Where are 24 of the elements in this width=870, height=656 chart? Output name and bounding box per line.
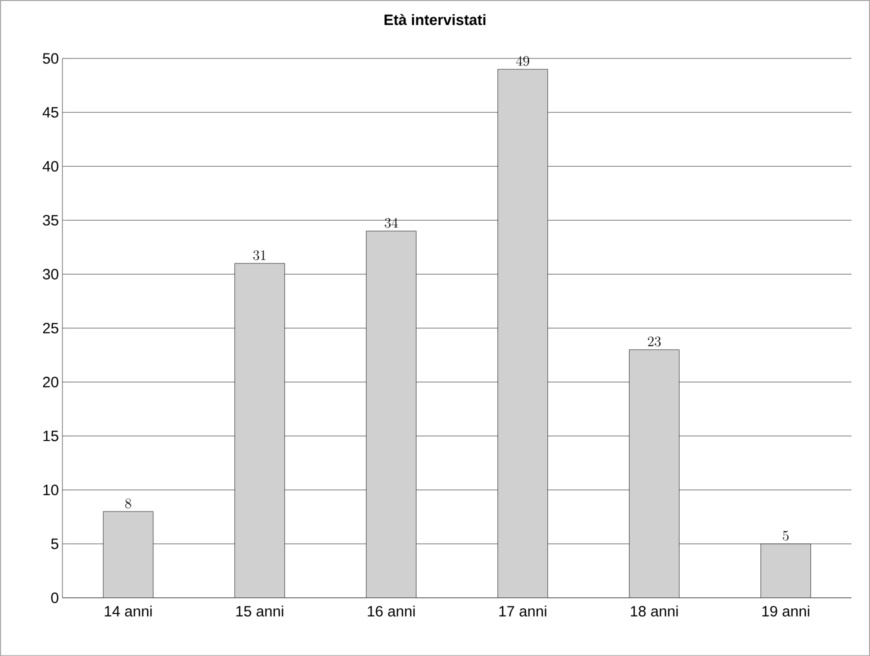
- y-tick-label: 35: [42, 214, 58, 226]
- x-tick-label: 15 anni: [236, 605, 284, 616]
- y-tick-label: 15: [43, 430, 58, 442]
- data-label: 8: [125, 498, 132, 508]
- x-tick-label: 17 anni: [499, 605, 546, 616]
- data-label: 34: [384, 218, 398, 228]
- y-tick-label: 30: [42, 268, 58, 280]
- data-label: 31: [253, 250, 266, 260]
- chart-title: Età intervistati: [384, 14, 486, 25]
- y-tick-label: 20: [43, 376, 58, 388]
- x-tick-label: 14 anni: [104, 605, 152, 616]
- x-tick-label: 19 anni: [762, 605, 810, 616]
- y-tick-label: 10: [43, 484, 58, 496]
- y-tick-label: 45: [42, 107, 58, 118]
- y-tick-label: 0: [51, 592, 58, 603]
- y-tick-label: 40: [42, 160, 58, 172]
- data-label: 49: [516, 56, 530, 66]
- x-tick-label: 16 anni: [368, 605, 415, 616]
- y-tick-label: 50: [42, 53, 58, 64]
- x-tick-label: 18 anni: [630, 605, 678, 616]
- y-tick-label: 5: [51, 538, 58, 549]
- y-tick-label: 25: [43, 322, 58, 334]
- data-label: 5: [782, 530, 789, 541]
- data-label: 23: [648, 336, 661, 346]
